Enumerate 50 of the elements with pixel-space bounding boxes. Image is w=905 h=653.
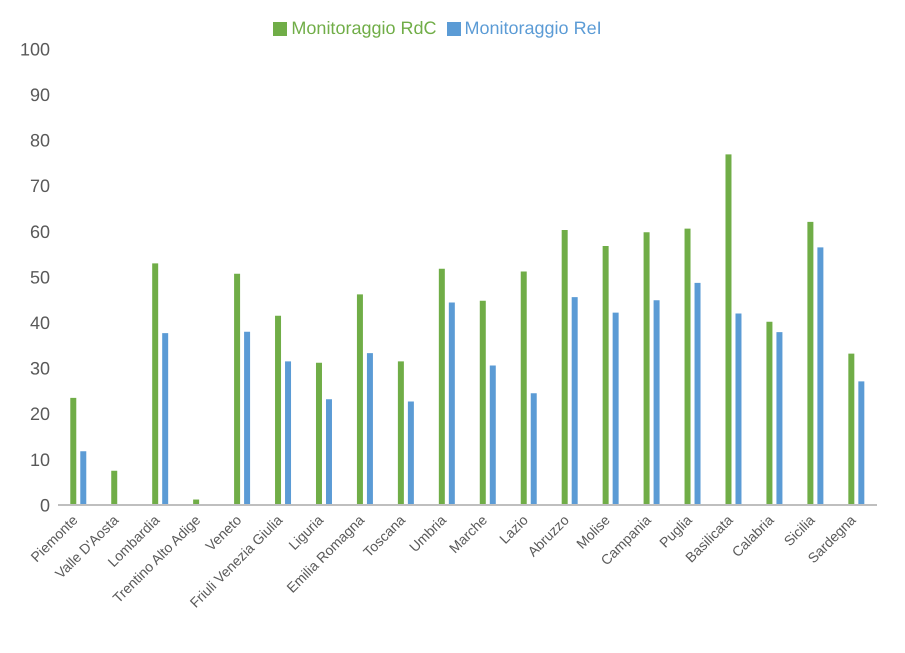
bar xyxy=(448,302,455,505)
bar xyxy=(644,232,650,505)
bar xyxy=(408,401,414,505)
y-tick-label: 10 xyxy=(30,450,50,470)
bar xyxy=(70,398,76,505)
y-tick-label: 80 xyxy=(30,130,50,151)
bar xyxy=(480,300,486,505)
bar xyxy=(807,222,814,505)
bar xyxy=(438,268,445,505)
bar xyxy=(776,332,782,505)
y-tick-label: 40 xyxy=(30,312,50,333)
y-tick-label: 30 xyxy=(30,358,50,379)
bar xyxy=(817,247,824,505)
y-tick-label: 50 xyxy=(30,267,50,288)
bar xyxy=(766,322,772,505)
bar xyxy=(326,399,332,505)
bar xyxy=(244,332,250,505)
bar xyxy=(490,365,496,505)
bar xyxy=(684,228,691,505)
bar xyxy=(654,300,660,505)
bar xyxy=(366,353,373,505)
bar xyxy=(694,282,701,505)
bar xyxy=(162,333,168,505)
bar xyxy=(275,316,282,505)
y-tick-label: 0 xyxy=(40,495,50,516)
bar xyxy=(848,354,854,505)
bar xyxy=(572,297,578,505)
y-tick-label: 70 xyxy=(30,176,50,196)
bar xyxy=(152,263,158,505)
bar xyxy=(80,451,86,505)
bar xyxy=(234,274,240,505)
legend-label: Monitoraggio ReI xyxy=(464,18,602,38)
y-tick-label: 100 xyxy=(20,39,50,60)
bar xyxy=(735,313,742,505)
bar xyxy=(725,154,732,505)
bar xyxy=(530,393,537,505)
bar xyxy=(562,230,568,505)
y-tick-label: 20 xyxy=(30,404,50,424)
bar xyxy=(858,381,864,505)
bar xyxy=(520,272,527,505)
y-tick-label: 90 xyxy=(30,84,50,105)
bar xyxy=(398,361,404,505)
bar xyxy=(316,362,322,505)
bar xyxy=(602,246,609,505)
bar xyxy=(612,312,619,505)
bar xyxy=(285,361,292,505)
y-tick-label: 60 xyxy=(30,222,50,242)
legend-label: Monitoraggio RdC xyxy=(291,18,436,38)
bar xyxy=(111,470,118,505)
bar xyxy=(356,294,363,505)
